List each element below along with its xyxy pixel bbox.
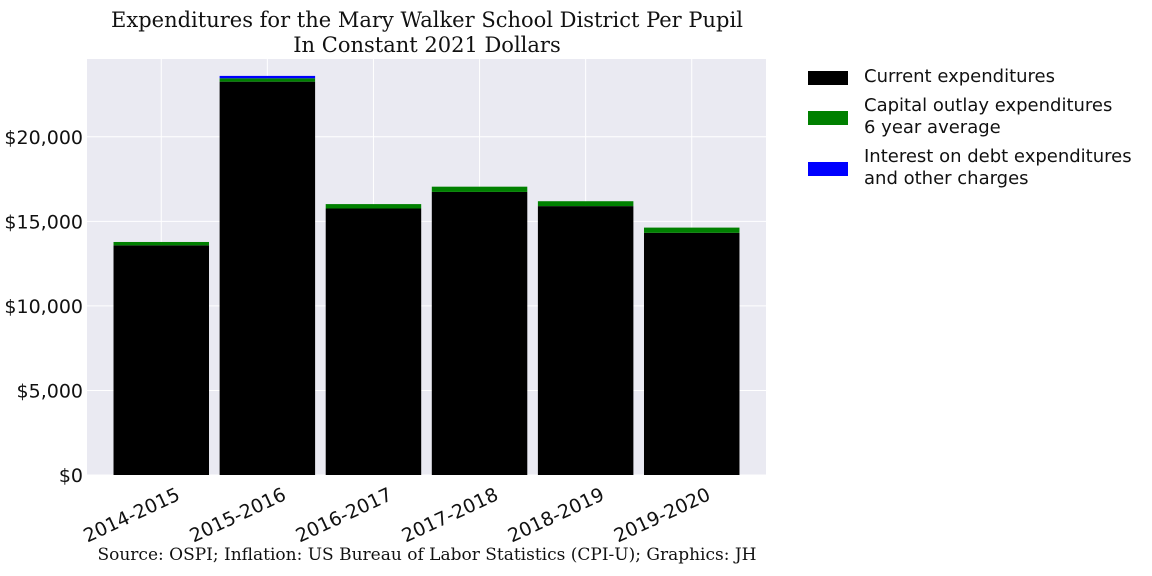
legend-swatch xyxy=(808,162,848,176)
bar-segment xyxy=(325,204,422,209)
x-axis: 2014-2015 2015-2016 2016-2017 2017-2018 2018… xyxy=(80,484,714,548)
bar-segment xyxy=(537,201,634,207)
x-tick-label: 2014-2015 xyxy=(80,484,183,548)
y-tick-label: $0 xyxy=(59,465,83,487)
legend-label: Interest on debt expenditures and other c… xyxy=(864,146,1132,189)
chart-title: Expenditures for the Mary Walker School … xyxy=(111,8,743,32)
bars xyxy=(113,75,740,476)
y-tick-label: $20,000 xyxy=(4,127,83,149)
bar-segment xyxy=(325,208,422,475)
y-axis: $0 $5,000 $10,000 $15,000 $20,000 xyxy=(4,127,83,487)
legend-label: Current expenditures xyxy=(864,66,1055,87)
chart-subtitle: In Constant 2021 Dollars xyxy=(293,33,560,57)
x-tick-label: 2017-2018 xyxy=(398,484,501,548)
legend-label: Capital outlay expenditures 6 year averag… xyxy=(864,95,1112,138)
chart-source: Source: OSPI; Inflation: US Bureau of La… xyxy=(97,545,756,565)
bar-segment xyxy=(643,232,740,475)
bar-segment xyxy=(219,78,316,82)
bar-segment xyxy=(537,206,634,475)
bar-segment xyxy=(113,245,210,475)
bar-segment xyxy=(219,81,316,476)
legend: Current expenditures Capital outlay expen… xyxy=(808,66,1132,189)
x-tick-label: 2015-2016 xyxy=(186,484,289,548)
bar-segment xyxy=(431,191,528,476)
legend-swatch xyxy=(808,111,848,125)
legend-swatch xyxy=(808,71,848,85)
bar-segment xyxy=(643,227,740,233)
x-tick-label: 2018-2019 xyxy=(505,484,608,548)
y-tick-label: $15,000 xyxy=(4,211,83,233)
x-tick-label: 2019-2020 xyxy=(611,484,714,548)
x-tick-label: 2016-2017 xyxy=(292,484,395,548)
y-tick-label: $10,000 xyxy=(4,296,83,318)
bar-segment xyxy=(219,75,316,79)
bar-segment xyxy=(113,241,210,246)
y-tick-label: $5,000 xyxy=(17,380,83,402)
bar-segment xyxy=(431,186,528,192)
